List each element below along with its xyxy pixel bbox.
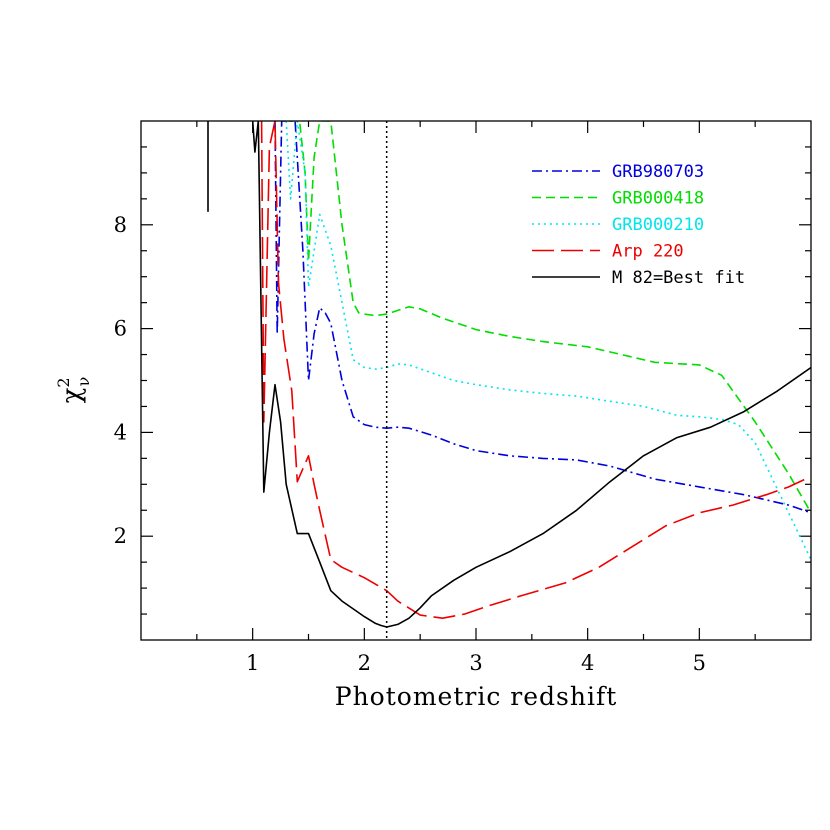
series-lines	[207, 121, 811, 628]
x-tick-label: 5	[693, 651, 706, 675]
y-tick-label: 8	[114, 213, 127, 237]
x-tick-label: 1	[246, 651, 259, 675]
x-tick-label: 2	[358, 651, 371, 675]
series-line-grb000418	[288, 121, 811, 514]
legend-label: GRB000418	[612, 189, 704, 209]
y-axis-title: χ2ν	[54, 377, 93, 404]
y-tick-label: 6	[114, 317, 127, 341]
plot-frame	[140, 120, 812, 641]
tick-marks	[141, 121, 811, 640]
y-tick-label: 2	[114, 524, 127, 548]
tick-labels: 1 2 3 4 5 2 4 6 8	[114, 213, 706, 675]
legend: GRB980703 GRB000418 GRB000210 Arp 220 M 82=B…	[532, 162, 745, 288]
series-line-m-82-best-fit	[251, 121, 811, 628]
y-axis-sub: ν	[74, 377, 93, 387]
y-axis-sup: 2	[54, 377, 73, 387]
legend-label: GRB000210	[612, 215, 704, 235]
x-tick-label: 4	[581, 651, 594, 675]
legend-label: Arp 220	[612, 242, 684, 262]
legend-label: GRB980703	[612, 162, 704, 182]
x-axis-title: Photometric redshift	[335, 682, 618, 711]
y-tick-label: 4	[114, 420, 127, 444]
legend-label: M 82=Best fit	[612, 268, 745, 288]
series-line-grb000210	[285, 121, 811, 560]
series-line-arp-220	[260, 121, 811, 620]
series-line-grb980703	[274, 121, 811, 514]
y-axis-symbol: χ	[57, 387, 87, 403]
x-tick-label: 3	[469, 651, 482, 675]
